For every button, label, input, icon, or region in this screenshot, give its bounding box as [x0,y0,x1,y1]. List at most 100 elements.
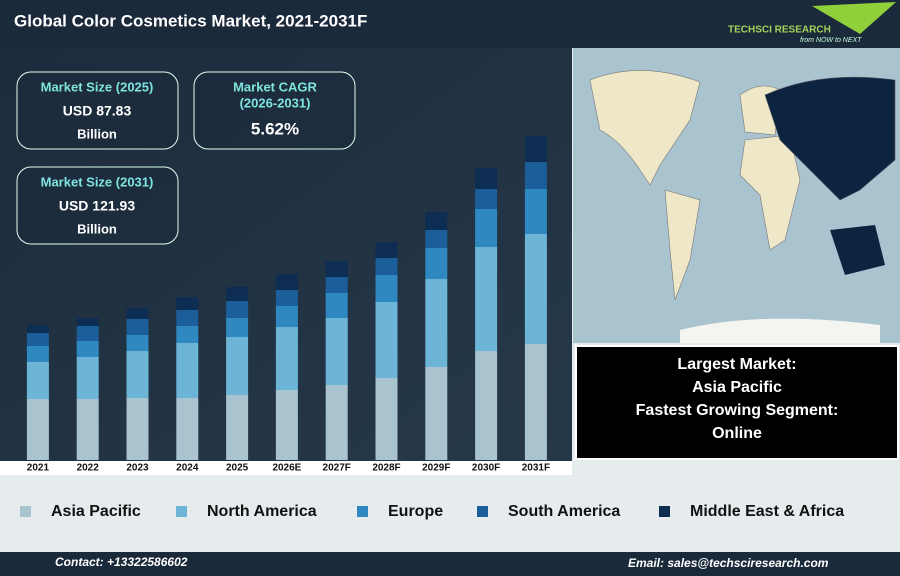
legend-label: South America [508,503,620,520]
x-tick-label: 2021 [27,463,50,474]
bar-segment [375,275,398,302]
x-tick-label: 2023 [126,463,149,474]
map-australia [830,225,885,275]
highlight-text: Online [712,425,762,442]
x-tick-label: 2027F [323,463,351,474]
bar-segment [425,248,448,279]
bar-segment [475,189,498,209]
bar-segment [126,398,149,460]
bar-segment [226,337,249,395]
footer-bar [0,552,900,576]
kpi-label: Market Size (2025) [41,79,154,94]
bar-segment [76,341,99,357]
legend-label: Asia Pacific [51,503,141,520]
map-antarctica [680,318,880,343]
kpi-label: Market CAGR [233,79,317,94]
kpi-box [193,71,356,150]
bar-segment [325,261,348,277]
bar-segment [524,344,547,460]
legend-label: Europe [388,503,443,520]
bar-segment [475,247,498,351]
bar-segment [26,399,49,460]
x-tick-label: 2029F [422,463,450,474]
footer-email: Email: sales@techsciresearch.com [628,556,829,570]
legend-label: Middle East & Africa [690,503,844,520]
kpi-period: (2026-2031) [240,95,311,110]
kpi-label: Market Size (2031) [41,174,154,189]
bar-segment [26,362,49,399]
bar-segment [126,351,149,398]
bar-segment [226,318,249,337]
bar-segment [325,385,348,460]
kpi-box [16,166,179,245]
logo-mark [812,2,896,34]
bar-segment [275,327,298,390]
bar-segment [375,378,398,460]
legend-swatch [20,506,31,517]
legend-swatch [176,506,187,517]
bar-segment [176,326,199,343]
x-tick-label: 2028F [372,463,400,474]
bar-segment [26,346,49,362]
bar-segment [375,302,398,378]
bar-segment [375,258,398,275]
highlight-box [575,345,899,460]
x-axis-strip [0,461,572,475]
header-bar [0,0,900,48]
logo: TECHSCI RESEARCH [728,25,831,36]
bar-segment [76,399,99,460]
bar-segment [126,335,149,351]
bar-segment [76,318,99,326]
bar-segment [425,230,448,248]
legend-swatch [477,506,488,517]
x-tick-label: 2031F [522,463,550,474]
bar-segment [275,390,298,460]
bar-segment [524,234,547,344]
bar-segment [226,301,249,318]
bar-segment [126,308,149,319]
bar-segment [325,318,348,385]
highlight-text: Asia Pacific [692,379,782,396]
kpi-value: 5.62% [251,119,299,138]
bar-segment [375,242,398,258]
bar-segment [126,319,149,335]
kpi-value: USD 121.93 [59,198,135,214]
bar-segment [176,310,199,326]
kpi-unit: Billion [77,126,117,141]
highlight-text: Fastest Growing Segment: [636,402,839,419]
bar-segment [425,212,448,230]
bar-segment [325,277,348,293]
bar-segment [425,367,448,460]
bar-segment [76,326,99,341]
kpi-box [16,71,179,150]
x-tick-label: 2022 [77,463,100,474]
x-tick-label: 2030F [472,463,500,474]
map-south-america [664,189,701,301]
legend-swatch [357,506,368,517]
bar-segment [475,168,498,189]
legend-label: North America [207,503,317,520]
kpi-value: USD 87.83 [63,103,132,119]
bar-segment [176,343,199,398]
bar-segment [226,287,249,301]
title: Global Color Cosmetics Market, 2021-2031… [14,11,367,30]
x-tick-label: 2026E [272,463,301,474]
bar-segment [524,162,547,189]
bar-segment [425,279,448,367]
bar-segment [76,357,99,399]
kpi-unit: Billion [77,221,117,236]
bar-segment [524,136,547,162]
bar-segment [524,189,547,234]
bar-segment [26,325,49,333]
x-tick-label: 2024 [176,463,199,474]
x-tick-label: 2025 [226,463,249,474]
bar-segment [226,395,249,460]
highlight-text: Largest Market: [677,356,796,373]
bar-segment [176,297,199,310]
bar-segment [475,209,498,247]
bar-segment [176,398,199,460]
bar-segment [275,290,298,306]
bar-segment [475,351,498,460]
bar-segment [325,293,348,318]
